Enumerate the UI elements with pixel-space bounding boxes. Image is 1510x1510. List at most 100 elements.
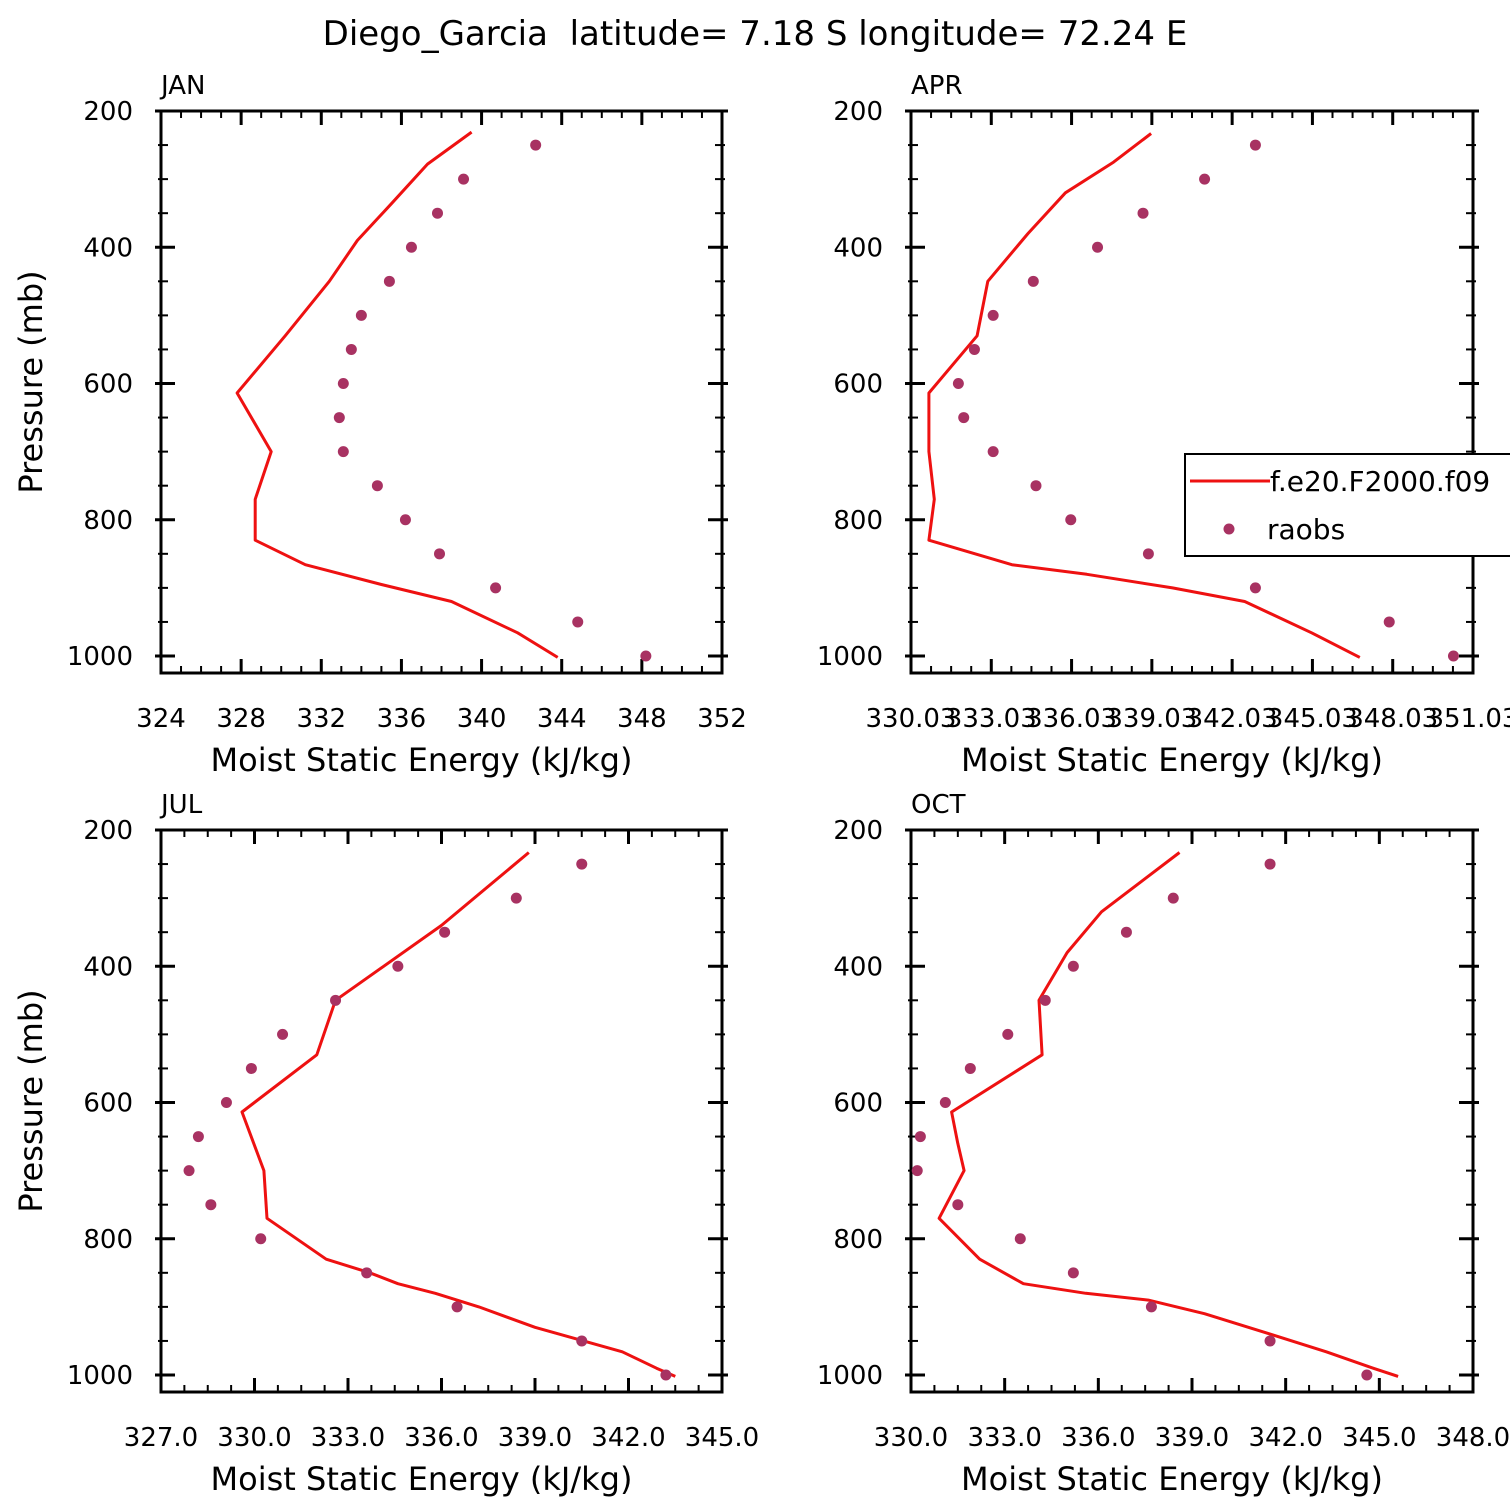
legend: f.e20.F2000.f09 raobs [1184,453,1510,557]
raobs-point [192,1131,204,1143]
x-tick-label: 339.0 [498,1423,572,1453]
y-tick-label: 800 [83,1225,133,1255]
x-axis-label: Moist Static Energy (kJ/kg) [961,741,1383,779]
raobs-point [1249,139,1261,151]
raobs-point [1065,514,1077,526]
raobs-point [1145,1301,1157,1313]
data-layer [235,130,652,662]
raobs-point [1167,892,1179,904]
raobs-point [1447,650,1459,662]
panel-apr: APR330.03333.03336.03339.03342.03345.033… [817,71,1510,779]
raobs-point [914,1131,926,1143]
x-tick-label: 348.0 [1436,1423,1510,1453]
x-tick-label: 330.03 [866,704,957,734]
raobs-point [1030,480,1042,492]
raobs-point [490,582,502,594]
raobs-point [660,1369,672,1381]
y-tick-label: 200 [83,97,133,127]
raobs-point [277,1028,289,1040]
raobs-point [1039,994,1051,1006]
raobs-point [968,343,980,355]
raobs-point [337,378,349,389]
x-axis-label: Moist Static Energy (kJ/kg) [211,1460,633,1498]
panel-label: APR [911,71,963,101]
panel-label: JUL [159,790,203,820]
raobs-point [458,173,470,185]
raobs-point [911,1165,923,1177]
x-tick-label: 340 [457,704,507,734]
raobs-point [205,1199,217,1211]
panel-oct: OCT 330.0 333.0 336.0 339.0 342.0 345.0 348.0 20… [817,790,1510,1498]
x-tick-label: 330.0 [217,1423,291,1453]
x-tick-label: 339.03 [1106,704,1197,734]
y-tick-label: 1000 [817,642,883,672]
y-tick-label: 600 [833,1089,883,1119]
x-tick-label: 348 [617,704,667,734]
y-tick-label: 400 [833,952,883,982]
x-tick-label: 324 [136,704,186,734]
raobs-point [337,446,349,458]
raobs-point [1249,582,1261,594]
raobs-point [345,343,357,355]
raobs-point [1067,960,1079,972]
y-tick-label: 800 [83,506,133,536]
raobs-point [451,1301,463,1313]
raobs-point [439,926,451,938]
x-axis-label: Moist Static Energy (kJ/kg) [211,741,633,779]
raobs-point [952,378,964,389]
x-tick-label: 336.0 [1061,1423,1135,1453]
x-tick-label: 345.0 [685,1423,759,1453]
y-tick-label: 1000 [817,1361,883,1391]
raobs-point [1120,926,1132,938]
y-tick-label: 1000 [67,642,133,672]
x-tick-label: 333.0 [311,1423,385,1453]
panel-jul: JUL 327.0 330.0 333.0 336.0 339.0 342.0 345.0 20… [12,790,759,1498]
raobs-point [952,1199,964,1211]
model-profile-line [927,132,1361,659]
legend-label-obs: raobs [1267,513,1345,546]
model-profile-line [235,130,559,659]
x-tick-label: 336 [377,704,427,734]
raobs-point [245,1062,257,1074]
x-tick-label: 330.0 [874,1423,948,1453]
raobs-point [576,858,588,870]
raobs-point [361,1267,373,1279]
x-tick-label: 333.03 [946,704,1037,734]
raobs-point [964,1062,976,1074]
figure-title: Diego_Garcia latitude= 7.18 S longitude=… [323,14,1188,54]
raobs-point [530,139,542,151]
y-axis-label: Pressure (mb) [12,989,50,1212]
raobs-point [1142,548,1154,560]
data-layer [911,851,1399,1381]
raobs-point [433,548,445,560]
model-profile-line [240,851,676,1378]
raobs-point [572,616,584,628]
y-axis-label: Pressure (mb) [12,270,50,493]
legend-box [1184,453,1510,557]
x-tick-label: 344 [537,704,587,734]
y-tick-label: 200 [83,816,133,846]
y-tick-label: 600 [83,1089,133,1119]
raobs-point [399,514,411,526]
raobs-point [640,650,652,662]
raobs-point [1264,1335,1276,1347]
y-tick-label: 600 [83,370,133,400]
y-tick-label: 200 [833,816,883,846]
y-tick-label: 800 [833,1225,883,1255]
raobs-point [1264,858,1276,870]
raobs-point [1014,1233,1026,1245]
raobs-point [576,1335,588,1347]
raobs-point [510,892,522,904]
panels: JAN 324 328 332 336 340 344 348 352 200 400 600 800 1… [12,71,1510,1498]
x-tick-label: 352 [697,704,747,734]
raobs-point [220,1097,232,1108]
raobs-point [405,241,417,253]
panel-label: JAN [159,71,205,101]
panel-label: OCT [911,790,966,820]
raobs-point [1199,173,1211,185]
x-tick-label: 333.0 [967,1423,1041,1453]
x-tick-label: 327.0 [124,1423,198,1453]
y-tick-label: 800 [833,506,883,536]
y-tick-label: 400 [833,233,883,263]
